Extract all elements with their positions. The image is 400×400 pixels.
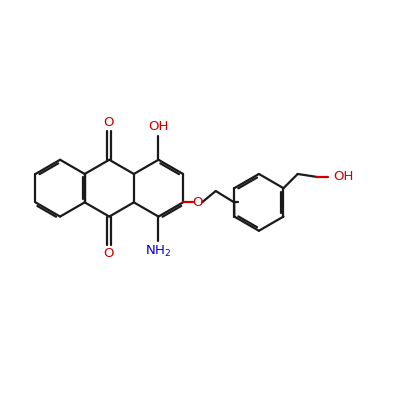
- Text: O: O: [192, 196, 202, 209]
- Text: NH$_2$: NH$_2$: [145, 244, 172, 258]
- Text: OH: OH: [334, 170, 354, 183]
- Text: OH: OH: [148, 120, 169, 133]
- Text: O: O: [103, 116, 113, 129]
- Text: O: O: [103, 247, 113, 260]
